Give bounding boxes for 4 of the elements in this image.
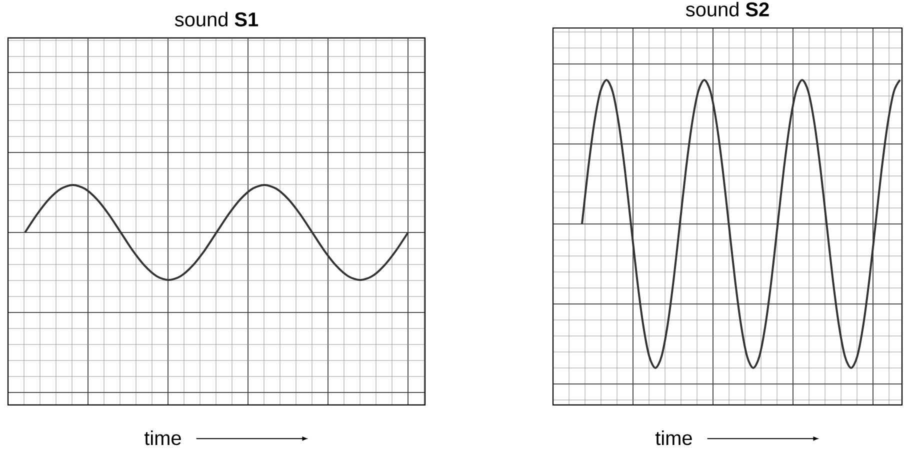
chart-title: sound S2 [686, 2, 769, 16]
x-axis-title: time [144, 430, 181, 446]
chart-title: sound S1 [174, 12, 258, 26]
x-axis-title: time [655, 430, 692, 446]
